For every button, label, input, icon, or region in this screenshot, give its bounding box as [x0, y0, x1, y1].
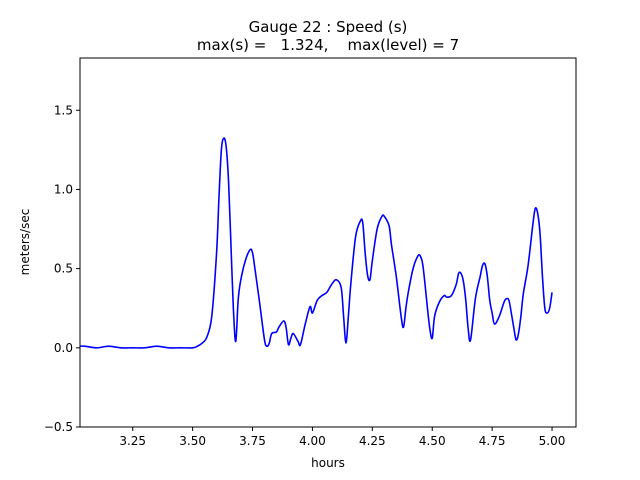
y-tick-label: 0.0	[54, 341, 73, 355]
x-tick-label: 4.25	[359, 434, 386, 448]
plot-frame	[79, 57, 577, 428]
x-tick-label: 3.25	[119, 434, 146, 448]
series-line-0	[80, 137, 553, 349]
y-tick-label: 0.5	[54, 262, 73, 276]
x-tick-label: 5.00	[539, 434, 566, 448]
chart-title-line2: max(s) = 1.324, max(level) = 7	[197, 36, 459, 54]
x-tick-label: 4.75	[479, 434, 506, 448]
y-axis: −0.5 0.0 0.5 1.0 1.5	[44, 103, 80, 434]
x-axis-label: hours	[311, 456, 345, 470]
x-axis: 3.25 3.50 3.75 4.00 4.25 4.50 4.75 5.00	[119, 427, 565, 448]
y-axis-label: meters/sec	[18, 209, 32, 276]
y-tick-label: 1.5	[54, 103, 73, 117]
chart-title-line1: Gauge 22 : Speed (s)	[249, 18, 408, 36]
x-tick-label: 4.50	[419, 434, 446, 448]
y-tick-label: 1.0	[54, 182, 73, 196]
x-tick-label: 3.75	[239, 434, 266, 448]
x-tick-label: 4.00	[299, 434, 326, 448]
x-tick-label: 3.50	[179, 434, 206, 448]
y-tick-label: −0.5	[44, 420, 73, 434]
series-layer	[80, 137, 553, 349]
